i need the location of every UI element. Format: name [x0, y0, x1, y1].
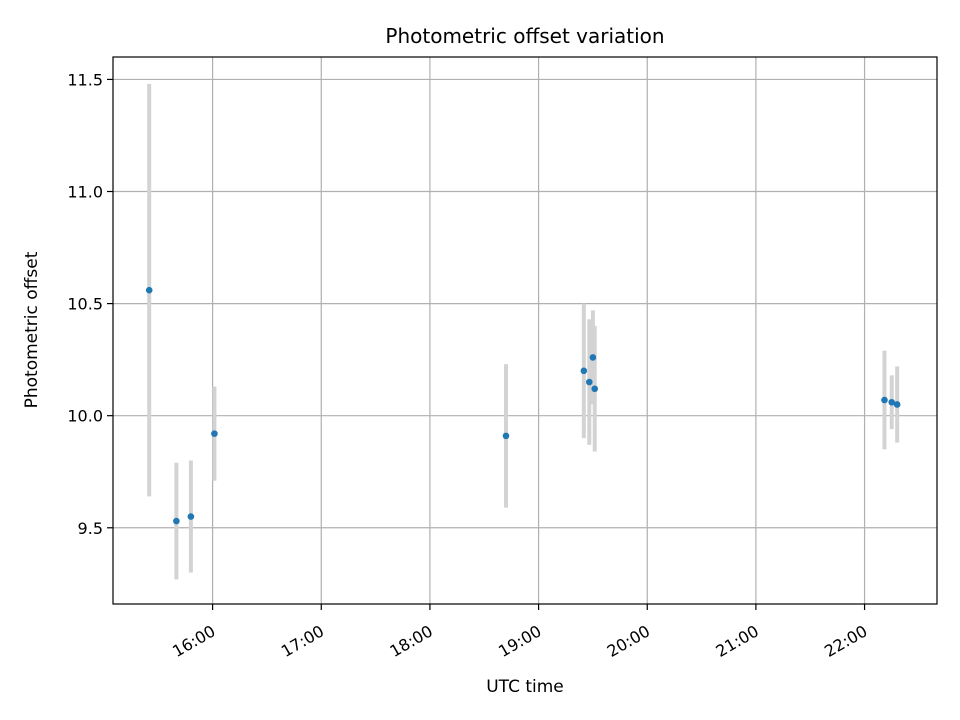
x-tick-label: 17:00: [278, 621, 327, 661]
x-tick-label: 18:00: [386, 621, 435, 661]
x-axis: 16:00 17:00 18:00 19:00 20:00 21:00 22:00: [169, 604, 871, 661]
y-axis: 9.5 10.0 10.5 11.0 11.5: [67, 70, 113, 538]
x-tick-label: 21:00: [712, 621, 761, 661]
data-point: [502, 432, 510, 440]
data-point: [589, 354, 597, 361]
data-point: [881, 396, 888, 404]
y-tick-label: 10.5: [67, 295, 103, 314]
data-point: [187, 513, 195, 520]
data-point: [893, 401, 901, 408]
data-point: [888, 398, 896, 406]
data-point: [585, 378, 593, 386]
y-tick-label: 11.5: [67, 70, 103, 89]
data-point: [580, 367, 588, 375]
x-tick-label: 20:00: [604, 621, 653, 661]
x-tick-label: 19:00: [495, 621, 544, 661]
x-axis-label: UTC time: [486, 677, 564, 697]
data-point: [211, 430, 218, 437]
y-tick-label: 10.0: [67, 407, 103, 426]
y-tick-label: 11.0: [67, 183, 103, 202]
error-bars: [147, 83, 900, 580]
data-point: [591, 385, 599, 393]
y-axis-label: Photometric offset: [22, 251, 42, 408]
data-points: [145, 286, 901, 525]
chart-title: Photometric offset variation: [385, 24, 664, 48]
x-tick-label: 16:00: [169, 621, 218, 661]
y-tick-label: 9.5: [78, 519, 103, 538]
data-point: [173, 517, 180, 525]
data-point: [145, 286, 153, 294]
x-tick-label: 22:00: [821, 621, 870, 661]
plot-frame: [112, 56, 938, 605]
grid: [113, 57, 937, 604]
